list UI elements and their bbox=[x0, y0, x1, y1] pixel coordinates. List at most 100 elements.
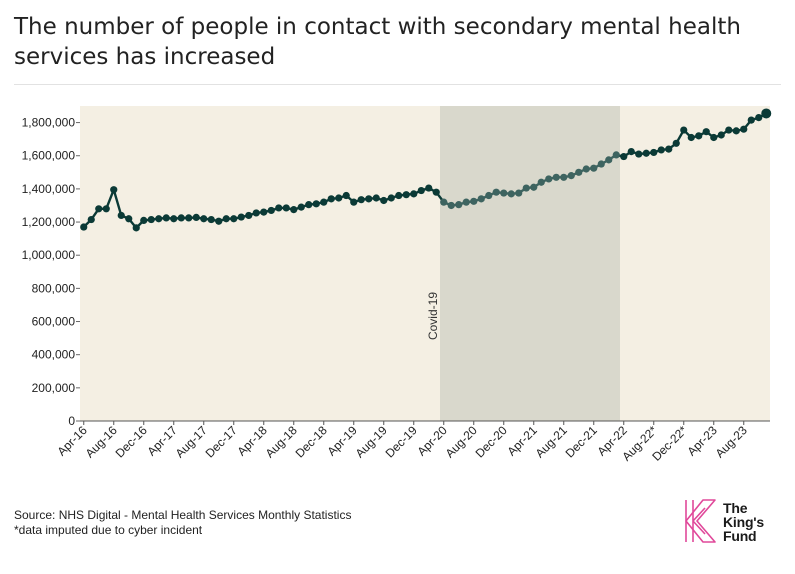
data-point bbox=[290, 206, 298, 214]
y-axis: 0 200,000 400,000 600,000 800,000 1,000,000 1,… bbox=[22, 116, 80, 428]
data-point bbox=[207, 215, 215, 224]
data-point bbox=[192, 213, 200, 222]
data-point bbox=[432, 188, 440, 196]
data-point bbox=[297, 203, 305, 211]
data-point bbox=[650, 148, 658, 157]
y-tick-label: 1,000,000 bbox=[22, 248, 76, 262]
data-point bbox=[605, 156, 613, 164]
data-point bbox=[372, 194, 380, 202]
line-chart: Covid-19 0 200,000 400,000 600,000 800,000 1,… bbox=[22, 106, 772, 464]
data-point bbox=[357, 196, 365, 204]
x-tick-label: Dec-18 bbox=[293, 423, 330, 460]
logo-line-1: The bbox=[723, 500, 748, 516]
data-point bbox=[665, 145, 673, 153]
data-point bbox=[560, 173, 568, 181]
y-tick-label: 1,200,000 bbox=[22, 215, 76, 229]
data-point bbox=[695, 132, 703, 140]
data-point bbox=[162, 214, 170, 222]
data-point bbox=[350, 198, 358, 206]
x-tick-label: Dec-16 bbox=[113, 423, 150, 460]
data-point bbox=[702, 128, 710, 136]
x-axis: Apr-16Aug-16Dec-16Apr-17Aug-17Dec-17Apr-… bbox=[54, 420, 770, 464]
data-point bbox=[305, 201, 313, 209]
data-point bbox=[177, 214, 185, 222]
data-point bbox=[672, 139, 680, 147]
data-point bbox=[110, 186, 118, 194]
x-tick-label: Dec-17 bbox=[203, 423, 240, 460]
covid-shade-rect bbox=[440, 106, 620, 421]
data-point bbox=[567, 172, 575, 180]
data-point bbox=[470, 197, 478, 205]
data-point bbox=[200, 215, 208, 223]
data-point bbox=[320, 198, 328, 206]
data-point bbox=[402, 191, 410, 199]
y-tick-label: 1,600,000 bbox=[22, 149, 76, 163]
data-point bbox=[575, 168, 583, 176]
data-point bbox=[245, 211, 253, 220]
footnote-text: *data imputed due to cyber incident bbox=[14, 523, 203, 537]
data-point bbox=[185, 214, 193, 222]
data-point bbox=[740, 125, 748, 133]
data-point bbox=[170, 215, 178, 223]
data-point bbox=[755, 114, 763, 122]
source-text: Source: NHS Digital - Mental Health Serv… bbox=[14, 508, 352, 522]
y-tick-label: 200,000 bbox=[32, 381, 76, 395]
data-point bbox=[440, 198, 448, 206]
data-point bbox=[477, 195, 485, 203]
x-tick-label: Aug-17 bbox=[173, 423, 210, 460]
data-point bbox=[260, 208, 268, 216]
data-point bbox=[552, 173, 560, 181]
x-tick-label: Dec-20 bbox=[473, 423, 510, 460]
data-point bbox=[275, 204, 283, 212]
source-notes: Source: NHS Digital - Mental Health Serv… bbox=[14, 508, 351, 538]
series-segment bbox=[112, 188, 123, 217]
data-point bbox=[747, 116, 755, 124]
data-point bbox=[380, 196, 388, 205]
data-point bbox=[635, 150, 643, 158]
data-point bbox=[687, 133, 695, 142]
data-point bbox=[761, 108, 772, 119]
logo-line-3: Fund bbox=[723, 528, 757, 544]
data-point bbox=[500, 189, 508, 197]
data-point bbox=[387, 194, 395, 202]
x-tick-label: Aug-16 bbox=[83, 423, 120, 460]
data-point bbox=[87, 215, 95, 224]
data-point bbox=[395, 191, 403, 200]
title-divider bbox=[14, 84, 781, 85]
data-point bbox=[620, 152, 628, 161]
data-point bbox=[492, 188, 500, 196]
plot-background bbox=[80, 106, 770, 421]
covid-annotation-label: Covid-19 bbox=[426, 292, 440, 340]
data-point bbox=[597, 160, 605, 168]
data-point bbox=[582, 165, 590, 173]
y-tick-label: 400,000 bbox=[32, 348, 76, 362]
y-tick-label: 800,000 bbox=[32, 281, 76, 295]
data-point bbox=[237, 213, 245, 221]
logo-wordmark: The King's Fund bbox=[723, 501, 764, 543]
data-point bbox=[282, 204, 290, 212]
data-point bbox=[455, 201, 463, 209]
data-point bbox=[717, 131, 725, 139]
y-tick-label: 0 bbox=[68, 414, 75, 428]
data-point bbox=[425, 184, 433, 192]
data-point bbox=[222, 215, 230, 223]
data-point bbox=[485, 191, 493, 200]
data-point bbox=[710, 133, 718, 142]
x-tick-label: Aug-20 bbox=[443, 423, 480, 460]
data-point bbox=[725, 126, 733, 134]
data-point bbox=[230, 215, 238, 223]
data-point bbox=[530, 183, 538, 191]
x-tick-label: Aug-21 bbox=[533, 423, 570, 460]
y-tick-label: 600,000 bbox=[32, 315, 76, 329]
x-tick-label: Aug-19 bbox=[353, 423, 390, 460]
chart-title: The number of people in contact with sec… bbox=[14, 14, 741, 70]
data-point bbox=[215, 217, 223, 225]
y-tick-label: 1,800,000 bbox=[22, 116, 76, 130]
data-point bbox=[515, 189, 523, 197]
data-point bbox=[462, 198, 470, 206]
y-tick-label: 1,400,000 bbox=[22, 182, 76, 196]
x-tick-label: Aug-18 bbox=[263, 423, 300, 460]
data-point bbox=[590, 164, 598, 172]
data-point bbox=[410, 190, 418, 198]
data-point bbox=[612, 151, 620, 159]
